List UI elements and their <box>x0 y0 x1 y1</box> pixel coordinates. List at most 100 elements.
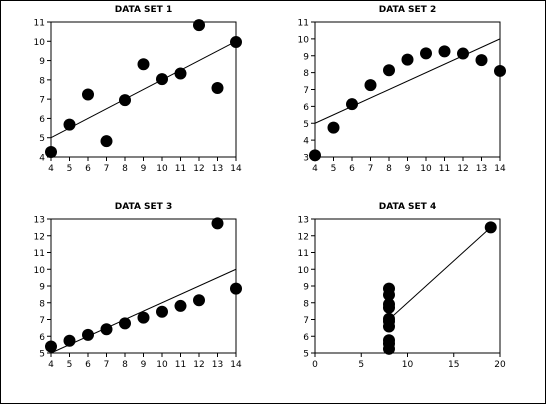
data-point <box>174 67 187 80</box>
y-tick-label: 6 <box>303 333 309 343</box>
y-tick-label: 8 <box>303 299 309 309</box>
x-tick-label: 4 <box>48 360 54 370</box>
data-point <box>45 340 57 353</box>
data-point <box>119 94 131 107</box>
y-tick-label: 13 <box>34 216 45 226</box>
y-tick-label: 7 <box>39 96 45 106</box>
data-point <box>383 298 395 311</box>
x-tick-label: 9 <box>141 164 147 174</box>
data-point <box>484 221 497 234</box>
y-tick-label: 10 <box>34 38 46 48</box>
data-point <box>156 73 168 86</box>
chart-panel-1: DATA SET 1 4 5 6 7 8 9 10 11 12 13 14 4 5 6 7 8 9 10 11 <box>34 5 242 174</box>
y-tick-label: 6 <box>303 103 309 113</box>
data-point <box>309 149 321 162</box>
panels: DATA SET 1 4 5 6 7 8 9 10 11 12 13 14 4 5 6 7 8 9 10 11 DATA… <box>34 5 506 370</box>
chart-title: DATA SET 2 <box>379 5 436 15</box>
y-tick-label: 6 <box>39 115 45 125</box>
x-tick-label: 6 <box>85 164 91 174</box>
x-tick-label: 5 <box>67 164 73 174</box>
y-tick-label: 12 <box>34 232 45 242</box>
x-tick-label: 9 <box>405 164 411 174</box>
x-tick-label: 0 <box>312 360 318 370</box>
data-point <box>383 312 395 325</box>
x-tick-label: 13 <box>212 164 223 174</box>
data-point <box>383 334 395 347</box>
data-point <box>45 145 57 158</box>
chart-title: DATA SET 4 <box>379 202 436 212</box>
x-tick-label: 14 <box>494 164 506 174</box>
x-tick-label: 5 <box>67 360 73 370</box>
data-point <box>364 79 377 92</box>
data-point <box>494 64 506 77</box>
x-tick-label: 9 <box>141 360 147 370</box>
x-tick-label: 8 <box>122 360 128 370</box>
y-tick-label: 9 <box>303 52 309 62</box>
data-point <box>156 305 168 318</box>
chart-title: DATA SET 3 <box>115 202 172 212</box>
x-tick-label: 10 <box>156 164 168 174</box>
x-tick-label: 13 <box>212 360 223 370</box>
data-point <box>401 53 414 66</box>
y-tick-label: 10 <box>298 35 310 45</box>
x-tick-label: 4 <box>312 164 318 174</box>
x-tick-label: 5 <box>331 164 337 174</box>
data-point <box>63 118 76 131</box>
x-tick-label: 11 <box>175 360 186 370</box>
x-tick-label: 11 <box>439 164 450 174</box>
data-point <box>193 19 205 32</box>
y-tick-label: 4 <box>39 154 45 164</box>
y-tick-label: 11 <box>298 249 309 259</box>
y-tick-label: 7 <box>39 316 45 326</box>
y-tick-label: 5 <box>303 120 309 130</box>
x-tick-label: 14 <box>230 360 242 370</box>
y-tick-label: 11 <box>34 19 45 29</box>
data-point <box>457 47 469 60</box>
x-tick-label: 5 <box>358 360 364 370</box>
y-tick-label: 10 <box>298 266 310 276</box>
data-point <box>383 64 395 77</box>
data-point <box>327 121 340 134</box>
chart-title: DATA SET 1 <box>115 5 172 15</box>
y-tick-label: 5 <box>39 134 45 144</box>
x-tick-label: 14 <box>230 164 242 174</box>
data-point <box>174 299 187 312</box>
y-tick-label: 10 <box>34 266 46 276</box>
y-tick-label: 9 <box>39 57 45 67</box>
x-tick-label: 11 <box>175 164 186 174</box>
x-tick-label: 6 <box>349 164 355 174</box>
y-tick-label: 6 <box>39 333 45 343</box>
data-point <box>230 36 242 49</box>
x-tick-label: 10 <box>156 360 168 370</box>
x-tick-label: 8 <box>122 164 128 174</box>
data-point <box>82 88 94 101</box>
y-tick-label: 4 <box>303 137 309 147</box>
x-tick-label: 12 <box>457 164 468 174</box>
fit-line <box>314 38 501 124</box>
y-tick-label: 13 <box>298 216 309 226</box>
x-tick-label: 13 <box>476 164 487 174</box>
data-point <box>211 217 224 230</box>
data-point <box>137 58 150 71</box>
x-tick-label: 10 <box>420 164 432 174</box>
data-point <box>137 311 150 324</box>
data-point <box>63 334 76 347</box>
data-point <box>383 282 395 295</box>
x-tick-label: 15 <box>448 360 459 370</box>
data-point <box>438 45 451 58</box>
y-tick-label: 8 <box>39 76 45 86</box>
x-tick-label: 12 <box>193 360 204 370</box>
x-tick-label: 20 <box>494 360 506 370</box>
data-point <box>193 294 205 307</box>
data-point <box>475 54 488 67</box>
x-tick-label: 12 <box>193 164 204 174</box>
data-point <box>420 47 432 60</box>
y-tick-label: 11 <box>34 249 45 259</box>
fit-line <box>50 40 237 139</box>
y-tick-label: 8 <box>39 299 45 309</box>
y-tick-label: 12 <box>298 232 309 242</box>
y-tick-label: 7 <box>303 316 309 326</box>
